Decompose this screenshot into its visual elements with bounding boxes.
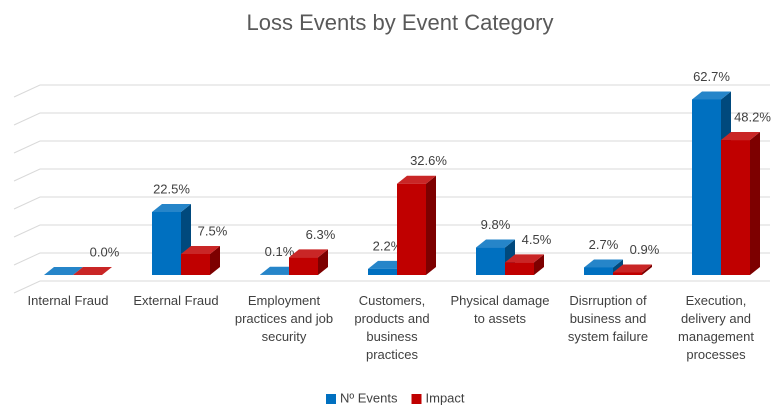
grid-line — [13, 168, 770, 182]
bar-3d — [505, 254, 544, 275]
bar-top — [73, 267, 112, 275]
value-label: 7.5% — [198, 223, 228, 238]
grid-line — [13, 252, 770, 266]
bar-3d — [181, 246, 220, 275]
x-tick-label: Physical damage to assets — [450, 293, 550, 326]
bar-3d — [476, 239, 515, 275]
bar-3d — [289, 249, 328, 275]
bar-top — [721, 132, 760, 141]
bar — [397, 183, 426, 275]
bar — [152, 212, 181, 275]
x-tick-label: Execution, delivery and management proce… — [678, 293, 754, 362]
bar — [181, 254, 210, 275]
bar-top — [289, 249, 328, 258]
value-label: 48.2% — [734, 109, 771, 124]
value-label: 0.1% — [265, 244, 295, 259]
chart-title: Loss Events by Event Category — [247, 10, 554, 35]
bar-side — [318, 249, 328, 275]
bar-top — [584, 259, 623, 268]
x-tick-label: Employment practices and job security — [234, 293, 334, 344]
grid-line — [13, 196, 770, 210]
x-tick-label: Customers, products and business practic… — [354, 293, 430, 362]
bar-side — [210, 246, 220, 275]
bar — [692, 99, 721, 275]
bar-top — [181, 246, 220, 254]
x-tick-label: Internal Fraud — [27, 293, 109, 308]
bar-side — [534, 254, 544, 275]
legend-swatch — [326, 394, 336, 404]
grid-line — [13, 140, 770, 154]
bar-side — [750, 132, 760, 275]
legend-label: Nº Events — [340, 390, 398, 405]
value-label: 4.5% — [522, 232, 552, 247]
value-label: 0.0% — [90, 244, 120, 259]
x-tick-label: External Fraud — [133, 293, 219, 308]
bar-side — [642, 264, 652, 275]
value-label: 32.6% — [410, 153, 447, 168]
bar — [368, 268, 397, 275]
legend-label: Impact — [426, 390, 465, 405]
bar-side — [426, 175, 436, 275]
value-label: 2.7% — [589, 237, 619, 252]
bar — [476, 247, 505, 275]
bar — [613, 272, 642, 275]
bar-3d — [613, 264, 652, 275]
grid-line — [13, 280, 770, 294]
bar — [289, 257, 318, 275]
bar-top — [397, 175, 436, 184]
bar — [584, 267, 613, 275]
bar-top — [476, 239, 515, 248]
value-label: 0.9% — [630, 242, 660, 257]
value-label: 6.3% — [306, 227, 336, 242]
value-label: 2.2% — [373, 238, 403, 253]
bar-3d — [73, 267, 112, 276]
legend-swatch — [411, 394, 422, 404]
bar-3d — [721, 132, 760, 275]
x-tick-label: Disrruption of business and system failu… — [567, 293, 649, 344]
value-label: 62.7% — [693, 69, 730, 84]
bar-top — [44, 267, 83, 275]
value-label: 22.5% — [153, 181, 190, 196]
bar-top — [692, 91, 731, 100]
grid-line — [13, 112, 770, 126]
bar-3d — [397, 175, 436, 275]
grid-line — [13, 84, 770, 98]
grid-line — [13, 224, 770, 238]
bar-3d — [44, 267, 83, 276]
bar-top — [152, 204, 191, 212]
bar-top — [613, 264, 652, 273]
value-label: 9.8% — [481, 217, 511, 232]
bar — [721, 140, 750, 275]
bar-top — [505, 254, 544, 263]
bar-3d — [692, 91, 731, 275]
bar — [505, 262, 534, 275]
